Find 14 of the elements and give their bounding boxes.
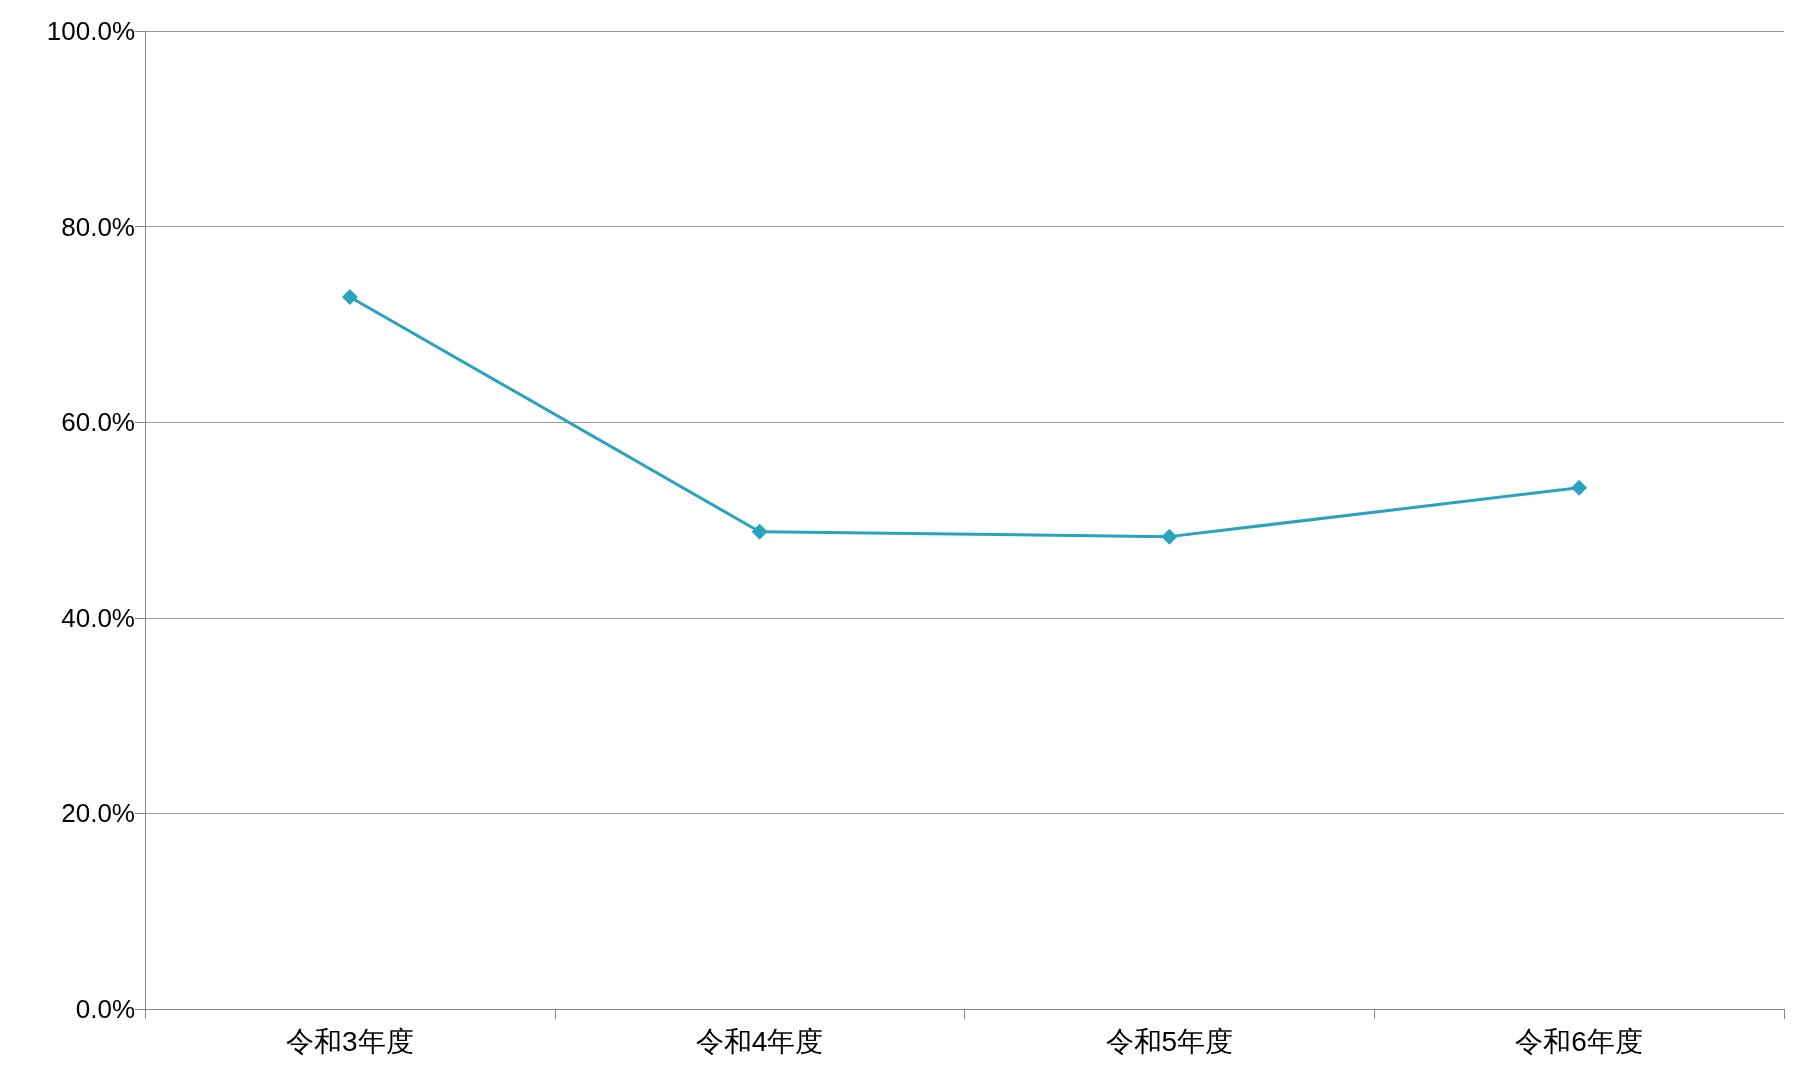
y-tick-label: 20.0% (61, 798, 135, 829)
x-tick-label: 令和4年度 (695, 1025, 824, 1057)
y-tick-label: 60.0% (61, 407, 135, 438)
x-tick-label: 令和6年度 (1515, 1025, 1643, 1057)
y-tick-label: 0.0% (75, 994, 135, 1024)
point (1161, 528, 1178, 545)
x-tick-label: 令和5年度 (1105, 1025, 1234, 1057)
point (341, 289, 358, 306)
y-tick-label: 80.0% (61, 211, 135, 242)
x-tick-label: 令和3年度 (286, 1025, 414, 1057)
point (1571, 479, 1588, 496)
y-tick-label: 100.0% (46, 16, 135, 46)
y-tick-label: 40.0% (61, 602, 135, 633)
point (751, 523, 768, 540)
